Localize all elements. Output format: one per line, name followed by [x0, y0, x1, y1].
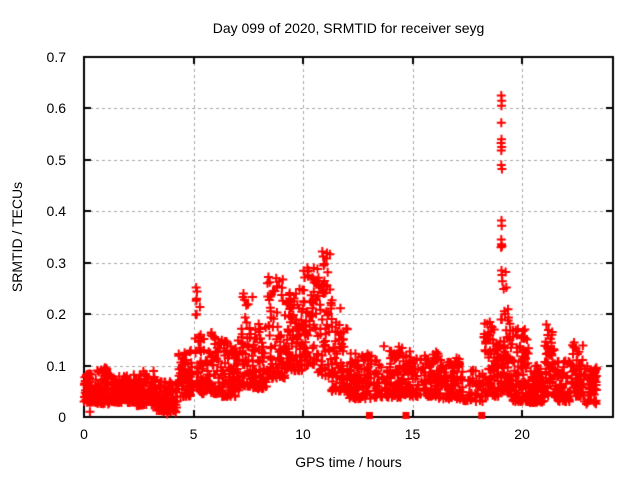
y-tick-label: 0.3 [46, 254, 66, 271]
x-tick-label: 10 [295, 426, 311, 442]
y-tick-label: 0.4 [46, 203, 66, 220]
x-tick-label: 5 [189, 426, 198, 442]
y-tick-label: 0.2 [46, 306, 66, 323]
x-tick-label: 0 [80, 426, 88, 442]
y-tick-label: 0 [58, 409, 66, 425]
x-tick-label: 15 [404, 426, 421, 442]
chart-title: Day 099 of 2020, SRMTID for receiver sey… [212, 20, 485, 36]
y-tick-label: 0.7 [46, 49, 66, 65]
x-axis-label: GPS time / hours [295, 454, 402, 470]
y-tick-label: 0.6 [46, 100, 66, 117]
y-tick-label: 0.5 [46, 151, 66, 168]
x-tick-label: 20 [514, 426, 530, 442]
y-tick-label: 0.1 [46, 357, 66, 374]
